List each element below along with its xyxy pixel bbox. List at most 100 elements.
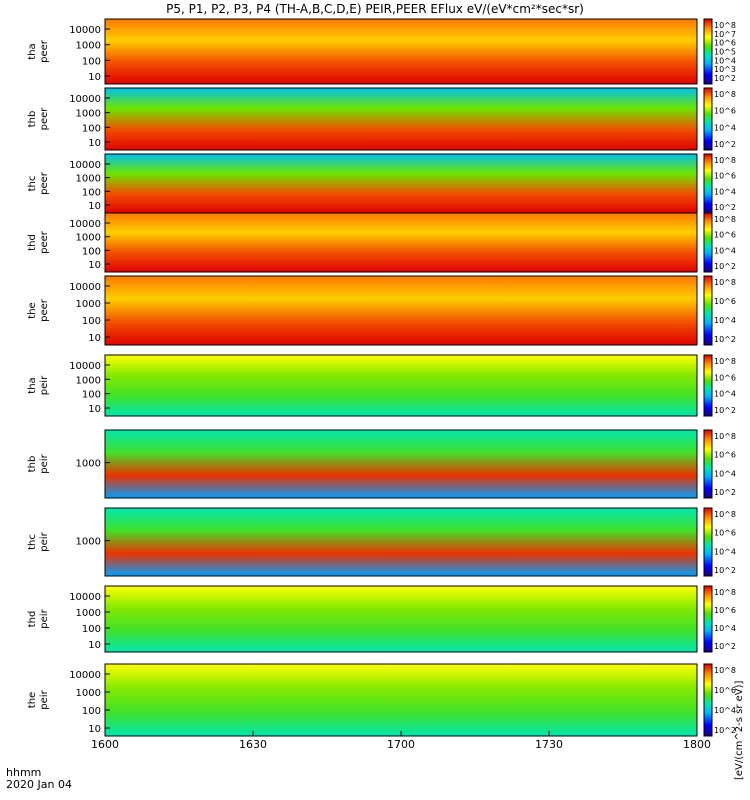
y-tick-label: 100	[82, 123, 101, 134]
y-label-tha_peir-0: tha	[27, 377, 38, 393]
panel-frame	[104, 87, 698, 151]
y-label-thd_peir-0: thd	[27, 611, 38, 628]
colorbar-tick-label: 10^8	[714, 666, 736, 675]
spectrogram-tha_peir	[105, 355, 697, 416]
colorbar-tha_peer	[703, 18, 713, 85]
y-tick-label: 1000	[76, 459, 101, 470]
y-tick-label: 10	[88, 333, 101, 344]
colorbar-tick-label: 10^6	[714, 231, 736, 240]
y-tick-label: 100	[82, 316, 101, 327]
spectrogram-thd_peer	[105, 213, 697, 272]
panel-thc_peer: thc peer 10000 1000 100 10 10^2 10^4 10^6 10^8	[27, 153, 736, 214]
x-tick-label: 1630	[239, 738, 267, 751]
spectrogram-thd_peir	[105, 586, 697, 652]
y-label-thc_peir-1: peir	[39, 531, 50, 551]
colorbar-tick-label: 10^2	[714, 262, 736, 271]
chart-title: P5, P1, P2, P3, P4 (TH-A,B,C,D,E) PEIR,P…	[166, 2, 584, 16]
colorbar-tick-label: 10^8	[714, 510, 736, 519]
panel-the_peir: the peir 10000 1000 100 10 10^2 10^4 10^6 10^8	[27, 663, 736, 737]
y-tick-label: 10	[88, 138, 101, 149]
y-label-the_peir-1: peir	[39, 689, 50, 709]
y-tick-label: 100	[82, 56, 101, 67]
colorbar-tick-label: 10^5	[714, 48, 736, 57]
colorbar-tick-label: 10^8	[714, 432, 736, 441]
colorbar-tick-label: 10^2	[714, 726, 736, 735]
colorbar-tha_peir	[703, 354, 713, 417]
colorbar-thc_peer	[703, 153, 713, 214]
y-label-tha_peir-1: peir	[39, 375, 50, 395]
colorbar-tick-label: 10^8	[714, 215, 736, 224]
panel-the_peer: the peer 10000 1000 100 10 10^2 10^4 10^6 10^8	[27, 275, 736, 346]
spectrogram-thb_peer	[105, 88, 697, 150]
y-tick-label: 10000	[69, 160, 101, 171]
y-tick-label: 10000	[69, 361, 101, 372]
panel-thb_peer: thb peer 10000 1000 100 10 10^2 10^4 10^6 10^8	[27, 87, 736, 151]
colorbar-tick-label: 10^6	[714, 39, 736, 48]
y-tick-label: 10	[88, 260, 101, 271]
spectrogram-thc_peer	[105, 154, 697, 213]
colorbar-tick-label: 10^2	[714, 566, 736, 575]
y-label-thb_peer-0: thb	[27, 111, 38, 128]
spectrogram-tha_peer	[105, 19, 697, 84]
y-tick-label: 10000	[69, 94, 101, 105]
y-tick-label: 100	[82, 187, 101, 198]
y-label-thc_peer-0: thc	[27, 176, 38, 192]
y-label-thb_peir-1: peir	[39, 453, 50, 473]
colorbar-tick-label: 10^4	[714, 187, 736, 196]
colorbar-tick-label: 10^2	[714, 642, 736, 651]
colorbar-tick-label: 10^8	[714, 357, 736, 366]
y-tick-label: 10	[88, 201, 101, 212]
colorbar-the_peer	[703, 275, 713, 346]
colorbar-tick-label: 10^4	[714, 624, 736, 633]
panel-frame	[104, 18, 698, 85]
y-tick-label: 100	[82, 624, 101, 635]
y-tick-label: 10	[88, 72, 101, 83]
y-label-the_peer-1: peer	[39, 298, 50, 322]
y-tick-label: 1000	[76, 688, 101, 699]
y-tick-label: 10000	[69, 219, 101, 230]
colorbar-tick-label: 10^4	[714, 547, 736, 556]
colorbar-the_peir	[703, 663, 713, 737]
y-tick-label: 1000	[76, 375, 101, 386]
y-tick-label: 10000	[69, 592, 101, 603]
y-label-the_peir-0: the	[27, 692, 38, 708]
colorbar-tick-label: 10^2	[714, 335, 736, 344]
spectrogram-the_peir	[105, 664, 697, 736]
y-tick-label: 1000	[76, 233, 101, 244]
y-label-thd_peer-0: thd	[27, 234, 38, 251]
colorbar-tick-label: 10^2	[714, 140, 736, 149]
y-label-tha_peer-0: tha	[27, 43, 38, 59]
y-tick-label: 1000	[76, 174, 101, 185]
colorbar-thd_peir	[703, 585, 713, 653]
colorbar-thc_peir	[703, 507, 713, 577]
colorbar-thd_peer	[703, 212, 713, 273]
colorbar-tick-label: 10^7	[714, 30, 736, 39]
panel-frame	[104, 275, 698, 346]
panel-thd_peer: thd peer 10000 1000 100 10 10^2 10^4 10^6 10^8	[27, 212, 736, 273]
colorbar-tick-label: 10^2	[714, 203, 736, 212]
x-tick-label: 1600	[91, 738, 119, 751]
spectrogram-thc_peir	[105, 508, 697, 576]
colorbar-tick-label: 10^4	[714, 246, 736, 255]
colorbar-tick-label: 10^6	[714, 107, 736, 116]
y-tick-label: 100	[82, 390, 101, 401]
colorbar-tick-label: 10^2	[714, 488, 736, 497]
colorbar-tick-label: 10^6	[714, 606, 736, 615]
y-tick-label: 100	[82, 246, 101, 257]
colorbar-tick-label: 10^4	[714, 123, 736, 132]
colorbar-tick-label: 10^4	[714, 316, 736, 325]
colorbar-tick-label: 10^6	[714, 686, 736, 695]
y-tick-label: 10000	[69, 25, 101, 36]
colorbar-thb_peir	[703, 429, 713, 499]
y-tick-label: 1000	[76, 537, 101, 548]
panel-frame	[104, 212, 698, 273]
colorbar-tick-label: 10^6	[714, 529, 736, 538]
panel-frame	[104, 585, 698, 653]
colorbar-tick-label: 10^8	[714, 156, 736, 165]
colorbar-unit-label: [eV/(cm^2-s sr eV)]	[734, 680, 745, 780]
panel-frame	[104, 354, 698, 417]
panel-thc_peir: thc peir 1000 10^2 10^4 10^6 10^8	[27, 507, 736, 577]
y-label-thc_peer-1: peer	[39, 171, 50, 195]
